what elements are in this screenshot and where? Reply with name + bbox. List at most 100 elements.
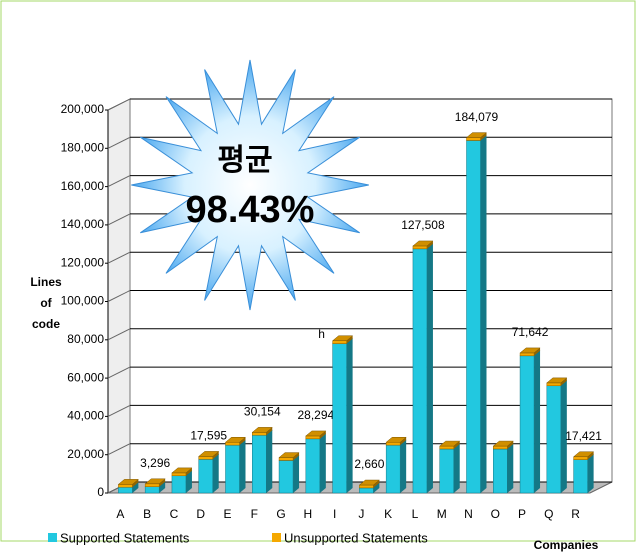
callout-star: [131, 60, 368, 310]
bar: [145, 484, 159, 487]
x-tick-label: P: [518, 507, 526, 521]
bar: [252, 432, 266, 435]
y-tick-label: 140,000: [61, 217, 105, 231]
bar: [386, 445, 400, 493]
bar-side: [240, 440, 246, 493]
y-tick-label: 60,000: [67, 370, 104, 384]
bar: [252, 435, 266, 493]
y-tick-label: 20,000: [67, 447, 104, 461]
value-label: 17,595: [190, 429, 227, 443]
x-tick-label: L: [412, 507, 419, 521]
legend-swatch: [272, 533, 281, 542]
y-tick-label: 100,000: [61, 294, 105, 308]
bar: [306, 439, 320, 493]
legend-label: Unsupported Statements: [284, 530, 428, 545]
bar: [359, 485, 373, 488]
y-tick-label: 200,000: [61, 102, 105, 116]
x-tick-label: D: [196, 507, 205, 521]
bar-side: [266, 430, 272, 493]
bar: [226, 442, 240, 445]
bar: [574, 460, 588, 493]
bar: [467, 140, 481, 493]
bar: [279, 460, 293, 493]
y-tick-label: 160,000: [61, 179, 105, 193]
x-tick-label: R: [571, 507, 580, 521]
legend-swatch: [48, 533, 57, 542]
value-label: 127,508: [401, 218, 445, 232]
bar-side: [534, 351, 540, 493]
bar: [440, 449, 454, 493]
bar: [547, 386, 561, 493]
x-tick-label: N: [464, 507, 473, 521]
callout-title: 평균: [217, 144, 272, 177]
bar: [547, 383, 561, 386]
bar: [467, 138, 481, 141]
y-axis-label: of: [40, 296, 52, 310]
bar: [279, 458, 293, 461]
value-label: 17,421: [565, 429, 602, 443]
bar-side: [481, 135, 487, 493]
x-tick-label: M: [437, 507, 447, 521]
value-label: 184,079: [455, 110, 499, 124]
bar: [118, 487, 132, 493]
bar: [118, 484, 132, 487]
bar-side: [400, 440, 406, 493]
value-label: 2,660: [354, 457, 384, 471]
bar-side: [320, 434, 326, 493]
bar-side: [293, 455, 299, 493]
x-tick-label: H: [303, 507, 312, 521]
x-axis-label: Companies: [534, 538, 599, 552]
bar: [199, 459, 213, 493]
bar-side: [588, 455, 594, 493]
x-tick-label: J: [358, 507, 364, 521]
chart: 0 20,000 40,000 60,000 80,000 100,000 120,000 1…: [0, 0, 637, 554]
value-label: 28,294: [297, 408, 334, 422]
bar-side: [213, 454, 219, 493]
y-tick-label: 80,000: [67, 332, 104, 346]
bar: [172, 473, 186, 476]
value-label: 3,296: [140, 456, 170, 470]
bar-side: [427, 244, 433, 493]
y-tick-label: 120,000: [61, 255, 105, 269]
bar: [493, 449, 507, 493]
x-tick-label: B: [143, 507, 151, 521]
x-tick-label: E: [223, 507, 231, 521]
bar: [520, 353, 534, 356]
y-tick-label: 40,000: [67, 409, 104, 423]
callout-value: 98.43%: [186, 189, 315, 231]
bar: [145, 487, 159, 493]
bar: [574, 457, 588, 460]
bar: [199, 456, 213, 459]
bar: [333, 341, 347, 344]
x-tick-label: K: [384, 507, 392, 521]
x-tick-label: Q: [544, 507, 553, 521]
annotation: h: [318, 327, 325, 341]
x-tick-label: I: [333, 507, 336, 521]
bar: [359, 488, 373, 493]
bar-side: [507, 444, 513, 493]
bar: [386, 442, 400, 445]
bar: [172, 476, 186, 493]
bar: [520, 356, 534, 493]
x-tick-label: G: [276, 507, 285, 521]
bar: [306, 436, 320, 439]
bar: [440, 446, 454, 449]
y-axis-label: code: [32, 317, 60, 331]
x-tick-label: C: [170, 507, 179, 521]
bar-side: [454, 444, 460, 493]
x-tick-label: F: [251, 507, 258, 521]
y-tick-label: 0: [97, 485, 104, 499]
bar: [226, 445, 240, 493]
bar: [413, 249, 427, 493]
bar: [333, 344, 347, 493]
value-label: 71,642: [512, 325, 549, 339]
y-axis-label: Lines: [30, 275, 62, 289]
x-tick-label: A: [116, 507, 124, 521]
bar: [413, 246, 427, 249]
bar: [493, 446, 507, 449]
legend-label: Supported Statements: [60, 530, 190, 545]
bar-side: [347, 339, 353, 493]
y-tick-label: 180,000: [61, 140, 105, 154]
plot: 0 20,000 40,000 60,000 80,000 100,000 120,000 1…: [30, 99, 612, 552]
value-label: 30,154: [244, 405, 281, 419]
